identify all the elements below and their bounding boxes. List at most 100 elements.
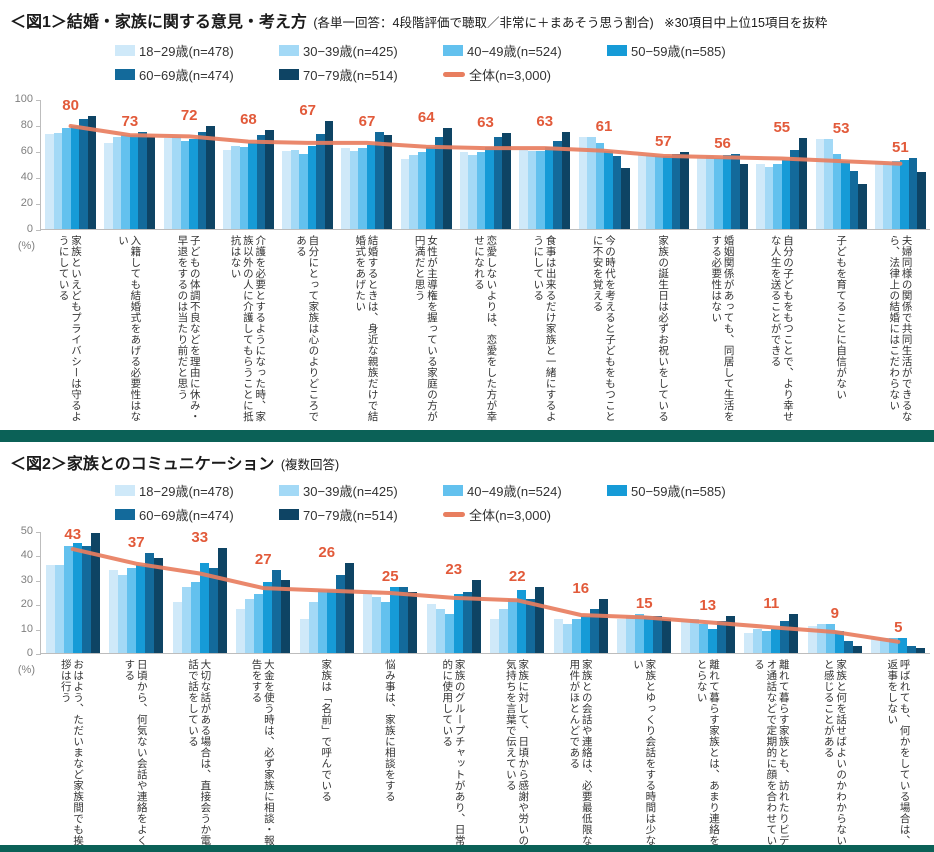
total-value-label: 37 [127, 533, 145, 551]
category-label: 子どもの体調不良などを理由に休み・早退をするのは当たり前だと思う [176, 235, 201, 422]
category-label-cell-5: 自分にとって家族は心のよりどころである [277, 230, 336, 430]
legend-item-label: 30−39歳(n=425) [303, 483, 398, 499]
legend-swatch-icon [607, 44, 627, 56]
legend-item-label: 40−49歳(n=524) [467, 43, 562, 59]
bar-series-4 [272, 570, 282, 653]
legend-figure-1: 18−29歳(n=478) 30−39歳(n=425) 40−49歳(n=524) 5… [115, 40, 934, 84]
legend-item-label: 60−69歳(n=474) [139, 507, 234, 523]
bar-series-3 [453, 594, 463, 653]
category-label: おはよう、ただいまなど家族間でも挨拶は行う [59, 659, 85, 846]
bar-series-5 [621, 167, 630, 229]
category-label: 入籍しても結婚式をあげる必要性はない [116, 235, 142, 422]
legend-swatch-icon [115, 484, 135, 496]
legend-item-label: 40−49歳(n=524) [467, 483, 562, 499]
category-label-cell-9: 食事は出来るだけ家族と一緒にするようにしている [515, 230, 574, 430]
bar-series-5 [598, 599, 608, 653]
bar-series-4 [399, 587, 409, 653]
section-divider-bottom [0, 845, 934, 852]
bar-series-1 [880, 638, 890, 653]
bar-series-3 [841, 161, 850, 229]
category-label-cell-13: 家族と何を話せばよいのかわからないと感じることがある [803, 654, 867, 849]
bar-series-4 [335, 574, 345, 653]
bar-series-0 [519, 149, 528, 229]
category-label: 大切な話がある場合は、直接会うか電話で話をしている [186, 659, 212, 846]
y-axis-tick-mark [36, 580, 41, 582]
bar-series-3 [898, 638, 908, 653]
bar-series-1 [290, 149, 300, 229]
bar-series-5 [725, 616, 735, 653]
bar-series-2 [127, 567, 137, 653]
y-axis-tick-mark [36, 126, 41, 127]
category-label: 呼ばれても、何かをしている場合は、返事をしない [886, 659, 911, 846]
y-axis-tick-mark [36, 605, 41, 607]
legend-item-age-1: 30−39歳(n=425) [279, 480, 443, 500]
total-value-label: 43 [64, 526, 82, 543]
bar-series-4 [526, 599, 536, 653]
category-label: 家族の誕生日は必ずお祝いをしている [657, 235, 670, 422]
bar-series-2 [536, 151, 545, 229]
bar-series-1 [372, 596, 382, 653]
bar-group-13: 55 [752, 100, 811, 229]
bar-series-2 [825, 623, 835, 653]
y-axis-tick-label: 0 [26, 647, 33, 659]
legend-item-label: 50−59歳(n=585) [631, 43, 726, 59]
bar-series-2 [635, 613, 645, 653]
legend-item-label: 70−79歳(n=514) [303, 507, 398, 523]
bar-group-10: 61 [574, 100, 633, 229]
category-label: 大金を使う時は、必ず家族に相談・報告をする [250, 659, 275, 846]
bar-series-1 [245, 599, 255, 653]
category-label: 今の時代を考えると子どもをもつことに不安を覚える [591, 235, 616, 422]
bar-series-0 [578, 136, 588, 229]
legend-swatch-icon [443, 484, 463, 496]
total-value-label: 33 [191, 529, 209, 547]
bar-series-1 [626, 616, 636, 653]
legend-item-age-1: 30−39歳(n=425) [279, 40, 443, 60]
legend-swatch-icon [279, 508, 299, 520]
bar-series-3 [390, 587, 400, 653]
category-label-cell-8: 家族に対して、日頃から感謝や労いの気持ちを言葉で伝えている [485, 654, 549, 849]
bar-series-5 [154, 557, 164, 653]
y-axis-tick-mark [36, 152, 41, 153]
y-axis-tick-label: 60 [20, 145, 33, 157]
category-label: 悩み事は、家族に相談をする [383, 659, 396, 802]
legend-item-age-0: 18−29歳(n=478) [115, 40, 279, 60]
bar-group-6: 67 [337, 100, 396, 229]
legend-figure-2: 18−29歳(n=478) 30−39歳(n=425) 40−49歳(n=524) 5… [115, 480, 934, 524]
bar-series-4 [653, 616, 663, 653]
bar-series-0 [459, 152, 469, 229]
bar-series-3 [366, 144, 376, 229]
bar-group-9: 16 [549, 532, 613, 653]
bar-series-4 [462, 592, 472, 653]
bar-series-1 [172, 136, 181, 229]
bar-series-1 [816, 623, 826, 653]
category-label-cell-10: 今の時代を考えると子どもをもつことに不安を覚える [574, 230, 633, 430]
bar-series-4 [375, 131, 384, 229]
bar-series-5 [502, 132, 511, 229]
bar-series-0 [172, 601, 182, 653]
category-label: 自分の子どもをもつことで、より幸せな人生を送ることができる [769, 235, 794, 422]
bar-series-4 [138, 131, 147, 229]
y-axis-tick-label: 30 [20, 573, 33, 586]
y-axis-tick-label: 40 [20, 171, 33, 183]
bar-series-3 [663, 156, 672, 229]
bar-group-3: 72 [160, 100, 219, 229]
bar-series-2 [889, 638, 899, 653]
bar-series-2 [508, 599, 518, 653]
category-label-cell-1: おはよう、ただいまなど家族間でも挨拶は行う [40, 654, 104, 849]
category-label-cell-5: 家族は「名前」で呼んでいる [294, 654, 358, 849]
bar-series-2 [299, 153, 308, 229]
bar-series-0 [236, 609, 246, 653]
legend-item-label: 全体(n=3,000) [469, 67, 552, 83]
category-label: 恋愛しないよりは、恋愛をした方が幸せになれる [472, 235, 498, 422]
total-value-label: 11 [763, 594, 780, 612]
bar-series-2 [654, 156, 664, 229]
bar-series-3 [189, 139, 198, 229]
bar-series-4 [731, 153, 740, 229]
y-axis-tick-mark [36, 100, 41, 101]
y-axis-tick-label: 50 [20, 525, 33, 537]
bar-series-0 [697, 157, 706, 229]
bar-series-2 [121, 135, 130, 229]
legend-item-label: 18−29歳(n=478) [139, 43, 234, 59]
figure-1-title: ＜図1＞結婚・家族に関する意見・考え方 (各単一回答：4段階評価で聴取／非常に＋… [0, 0, 934, 32]
bar-series-0 [282, 151, 291, 229]
